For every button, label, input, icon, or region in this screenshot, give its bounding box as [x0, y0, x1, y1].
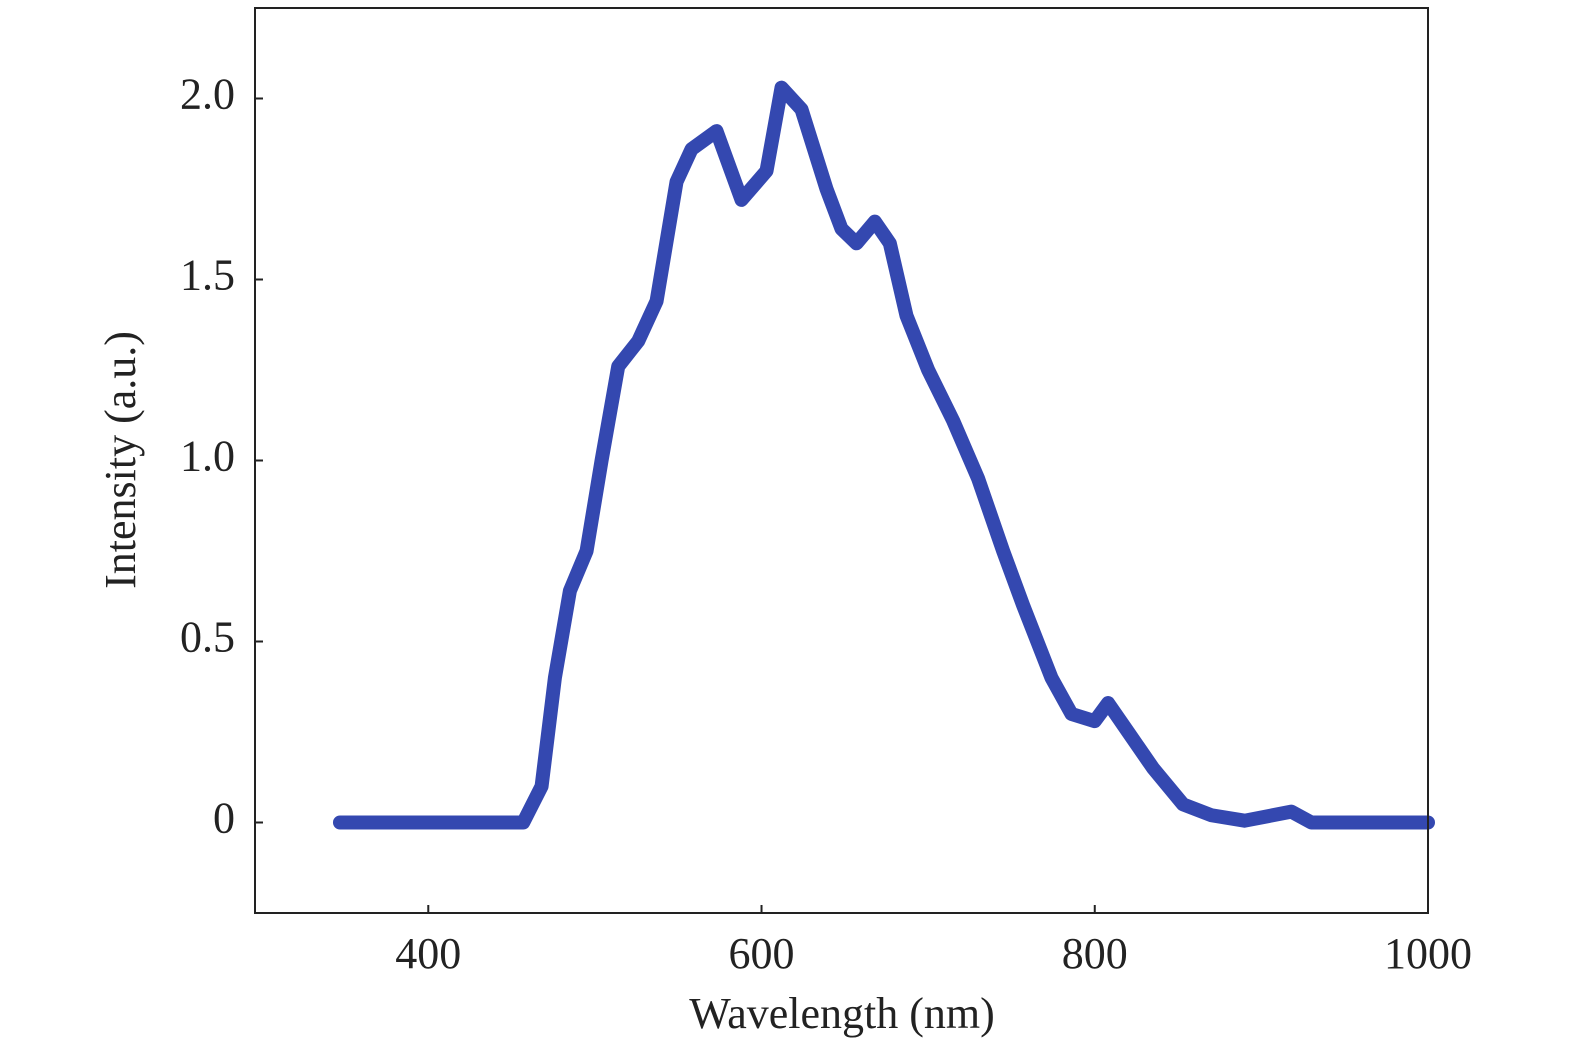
- y-tick-label: 1.0: [180, 432, 235, 481]
- x-axis-label: Wavelength (nm): [689, 989, 995, 1038]
- data-line: [332, 80, 1435, 830]
- x-tick-label: 400: [395, 929, 461, 978]
- y-tick-label: 2.0: [180, 70, 235, 119]
- plot-frame: [254, 7, 1429, 914]
- x-tick-label: 600: [729, 929, 795, 978]
- y-tick-label: 1.5: [180, 251, 235, 300]
- y-tick-label: 0: [213, 794, 235, 843]
- x-tick-label: 800: [1062, 929, 1128, 978]
- y-axis-label: Intensity (a.u.): [96, 331, 145, 589]
- y-tick-label: 0.5: [180, 613, 235, 662]
- x-tick-label: 1000: [1384, 929, 1472, 978]
